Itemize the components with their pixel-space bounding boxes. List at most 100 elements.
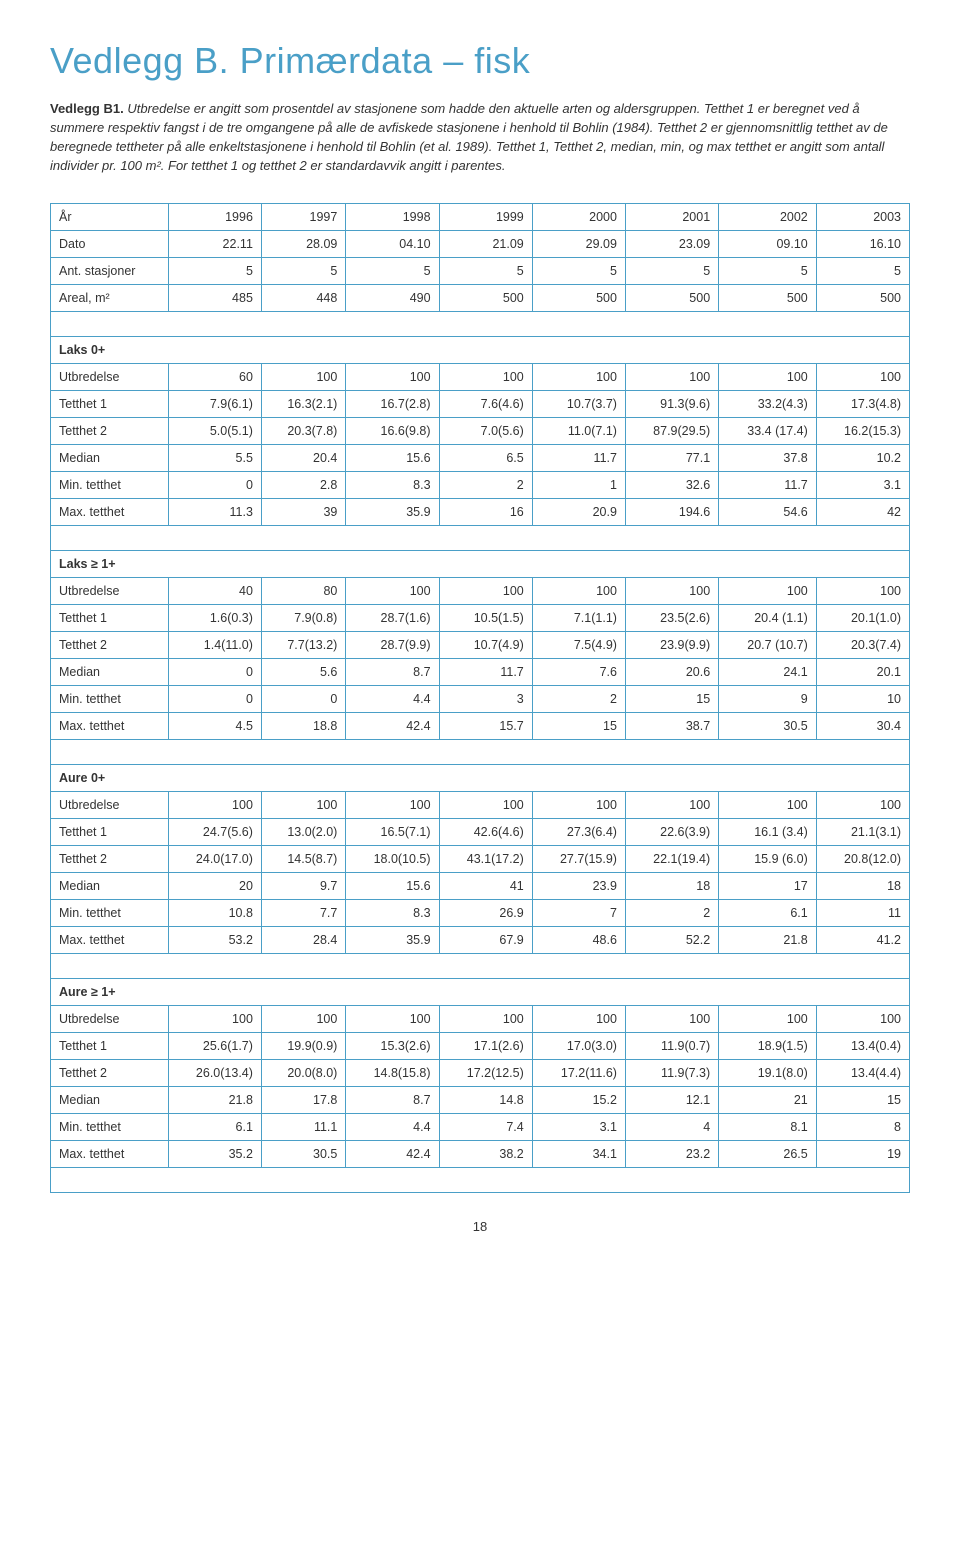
cell: 100 [439, 792, 532, 819]
cell: 16.6(9.8) [346, 418, 439, 445]
cell: 20.8(12.0) [816, 846, 909, 873]
row-label: Min. tetthet [51, 1114, 169, 1141]
row-label: Max. tetthet [51, 713, 169, 740]
cell: 5 [168, 258, 261, 285]
cell: 1997 [261, 204, 345, 231]
cell: 5.5 [168, 445, 261, 472]
cell: 100 [168, 1006, 261, 1033]
cell: 33.4 (17.4) [719, 418, 817, 445]
row-label: Median [51, 659, 169, 686]
cell: 54.6 [719, 499, 817, 526]
cell: 500 [719, 285, 817, 312]
cell: 26.0(13.4) [168, 1060, 261, 1087]
cell: 4.4 [346, 1114, 439, 1141]
cell: 23.2 [625, 1141, 718, 1168]
cell: 7.5(4.9) [532, 632, 625, 659]
table-row: Tetthet 11.6(0.3)7.9(0.8)28.7(1.6)10.5(1… [51, 605, 910, 632]
row-label: Median [51, 445, 169, 472]
table-row: Dato22.1128.0904.1021.0929.0923.0909.101… [51, 231, 910, 258]
cell: 5.6 [261, 659, 345, 686]
cell: 100 [719, 792, 817, 819]
cell: 1.6(0.3) [168, 605, 261, 632]
table-row: Utbredelse100100100100100100100100 [51, 792, 910, 819]
row-label: Utbredelse [51, 364, 169, 391]
cell: 21.8 [168, 1087, 261, 1114]
cell: 20.6 [625, 659, 718, 686]
cell: 18.9(1.5) [719, 1033, 817, 1060]
cell: 500 [816, 285, 909, 312]
cell: 17.8 [261, 1087, 345, 1114]
table-row: Max. tetthet35.230.542.438.234.123.226.5… [51, 1141, 910, 1168]
table-row: År19961997199819992000200120022003 [51, 204, 910, 231]
cell: 30.5 [719, 713, 817, 740]
cell: 20.3(7.8) [261, 418, 345, 445]
cell: 500 [532, 285, 625, 312]
cell: 100 [346, 1006, 439, 1033]
row-label: Max. tetthet [51, 1141, 169, 1168]
cell: 35.9 [346, 927, 439, 954]
row-label: Min. tetthet [51, 472, 169, 499]
cell: 10.8 [168, 900, 261, 927]
row-label: Areal, m² [51, 285, 169, 312]
cell: 80 [261, 578, 345, 605]
cell: 23.5(2.6) [625, 605, 718, 632]
cell: 5 [346, 258, 439, 285]
spacer-row [51, 312, 910, 337]
cell: 8 [816, 1114, 909, 1141]
table-row: Median21.817.88.714.815.212.12115 [51, 1087, 910, 1114]
cell: 15 [532, 713, 625, 740]
cell: 2 [625, 900, 718, 927]
cell: 100 [168, 792, 261, 819]
cell: 16.2(15.3) [816, 418, 909, 445]
cell: 6.1 [168, 1114, 261, 1141]
row-label: Median [51, 1087, 169, 1114]
cell: 13.4(0.4) [816, 1033, 909, 1060]
cell: 20.7 (10.7) [719, 632, 817, 659]
cell: 87.9(29.5) [625, 418, 718, 445]
cell: 5 [719, 258, 817, 285]
cell: 11.1 [261, 1114, 345, 1141]
cell: 20.4 (1.1) [719, 605, 817, 632]
cell: 4.5 [168, 713, 261, 740]
cell: 20.4 [261, 445, 345, 472]
cell: 100 [719, 364, 817, 391]
cell: 32.6 [625, 472, 718, 499]
cell: 17.1(2.6) [439, 1033, 532, 1060]
row-label: Tetthet 1 [51, 1033, 169, 1060]
cell: 1 [532, 472, 625, 499]
cell: 500 [625, 285, 718, 312]
cell: 10.2 [816, 445, 909, 472]
cell: 485 [168, 285, 261, 312]
table-row: Utbredelse60100100100100100100100 [51, 364, 910, 391]
cell: 10 [816, 686, 909, 713]
row-label: Min. tetthet [51, 686, 169, 713]
section-heading: Aure 0+ [51, 765, 910, 792]
cell: 38.2 [439, 1141, 532, 1168]
section-heading: Aure ≥ 1+ [51, 979, 910, 1006]
cell: 28.7(9.9) [346, 632, 439, 659]
cell: 100 [719, 1006, 817, 1033]
cell: 17.3(4.8) [816, 391, 909, 418]
cell: 39 [261, 499, 345, 526]
cell: 2003 [816, 204, 909, 231]
cell: 3.1 [816, 472, 909, 499]
row-label: Max. tetthet [51, 499, 169, 526]
cell: 2 [532, 686, 625, 713]
cell: 22.11 [168, 231, 261, 258]
cell: 7.1(1.1) [532, 605, 625, 632]
cell: 10.7(3.7) [532, 391, 625, 418]
cell: 10.5(1.5) [439, 605, 532, 632]
cell: 100 [346, 578, 439, 605]
cell: 28.4 [261, 927, 345, 954]
cell: 7.7 [261, 900, 345, 927]
page-number: 18 [50, 1219, 910, 1234]
cell: 60 [168, 364, 261, 391]
cell: 6.5 [439, 445, 532, 472]
row-label: Dato [51, 231, 169, 258]
section-heading: Laks 0+ [51, 337, 910, 364]
cell: 15.7 [439, 713, 532, 740]
cell: 20.3(7.4) [816, 632, 909, 659]
cell: 7.6(4.6) [439, 391, 532, 418]
cell: 19.1(8.0) [719, 1060, 817, 1087]
cell: 0 [168, 686, 261, 713]
